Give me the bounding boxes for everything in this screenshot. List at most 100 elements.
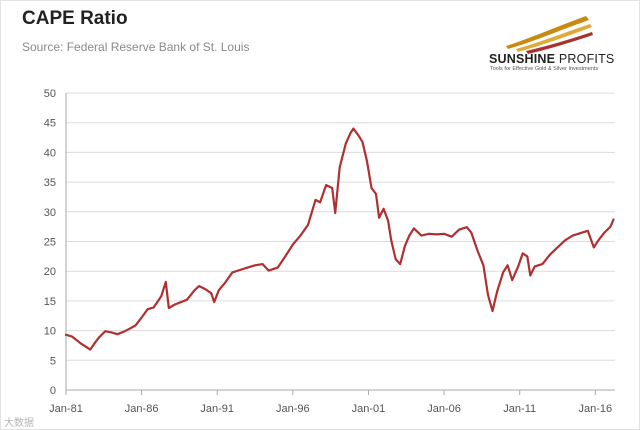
- data-point: [443, 232, 445, 235]
- data-point: [65, 333, 67, 336]
- y-tick-label: 0: [50, 385, 56, 397]
- y-tick-label: 45: [44, 118, 56, 130]
- data-point: [334, 212, 337, 214]
- data-point: [394, 258, 397, 261]
- data-point: [84, 345, 87, 348]
- y-tick-labels: 0 5 10 15 20 25 30 35 40 45 50: [44, 88, 56, 397]
- data-point: [254, 264, 256, 267]
- data-point: [167, 307, 170, 309]
- data-point: [390, 239, 393, 242]
- data-point: [549, 253, 551, 256]
- data-point: [597, 239, 600, 242]
- data-point: [122, 330, 125, 333]
- data-point: [325, 184, 327, 187]
- data-point: [140, 316, 143, 319]
- data-point: [517, 265, 520, 268]
- data-point: [292, 243, 294, 246]
- axes: [65, 93, 615, 395]
- x-tick-label: Jan-96: [276, 403, 310, 415]
- data-point: [586, 229, 589, 232]
- data-point: [529, 274, 532, 277]
- data-point: [152, 306, 155, 309]
- y-tick-label: 50: [44, 88, 56, 100]
- data-point: [352, 127, 355, 130]
- data-point: [487, 294, 489, 296]
- x-tick-label: Jan-16: [579, 403, 613, 415]
- sunshine-profits-logo-icon: [506, 16, 593, 54]
- data-point: [128, 327, 131, 330]
- data-point: [276, 266, 279, 269]
- data-point: [284, 255, 287, 258]
- data-point: [299, 234, 302, 237]
- data-point: [420, 234, 423, 237]
- data-point: [307, 224, 309, 226]
- data-point: [239, 269, 241, 271]
- data-point: [116, 333, 119, 336]
- data-point: [71, 335, 73, 338]
- x-tick-label: Jan-01: [352, 403, 386, 415]
- data-point: [164, 281, 167, 283]
- data-point: [413, 227, 415, 230]
- chart-title: CAPE Ratio: [22, 8, 128, 29]
- data-point: [375, 193, 377, 195]
- logo-tagline: Tools for Effective Gold & Silver Invest…: [490, 66, 599, 72]
- data-point: [338, 166, 341, 169]
- data-point: [476, 249, 479, 252]
- data-point: [370, 187, 373, 189]
- data-point: [511, 279, 514, 281]
- data-point: [496, 291, 498, 293]
- data-point: [331, 187, 334, 189]
- data-point: [75, 339, 78, 341]
- chart-source: Source: Federal Reserve Bank of St. Loui…: [22, 40, 250, 54]
- y-tick-label: 20: [44, 266, 56, 278]
- x-tick-label: Jan-81: [49, 403, 83, 415]
- data-point: [491, 310, 494, 312]
- data-point: [160, 295, 163, 297]
- data-point: [612, 218, 615, 221]
- series-layer: [64, 127, 615, 351]
- y-tick-label: 10: [44, 326, 56, 338]
- data-point: [246, 266, 249, 269]
- x-tick-label: Jan-11: [503, 403, 536, 415]
- data-point: [134, 324, 137, 327]
- data-point: [223, 282, 226, 284]
- data-point: [378, 216, 380, 219]
- data-point: [231, 271, 234, 274]
- data-point: [428, 232, 430, 235]
- data-point: [357, 133, 359, 136]
- data-point: [146, 308, 149, 311]
- y-tick-label: 35: [44, 177, 56, 189]
- data-point: [592, 246, 595, 249]
- data-point: [361, 140, 364, 143]
- data-point: [314, 199, 317, 201]
- data-point: [506, 264, 509, 267]
- data-point: [556, 246, 559, 249]
- x-tick-label: Jan-86: [125, 403, 159, 415]
- data-point: [349, 132, 352, 135]
- data-point: [98, 336, 101, 338]
- data-point: [344, 142, 347, 145]
- data-point: [80, 342, 82, 345]
- data-point: [267, 269, 270, 272]
- y-tick-label: 40: [44, 147, 56, 159]
- data-point: [435, 233, 438, 236]
- y-tick-label: 15: [44, 296, 56, 308]
- data-point: [603, 231, 606, 234]
- data-point: [502, 271, 504, 274]
- data-point: [110, 331, 113, 334]
- data-point: [470, 231, 473, 234]
- data-point: [450, 235, 453, 238]
- logo-name-bold: SUNSHINE: [489, 52, 556, 66]
- data-point: [319, 201, 321, 204]
- data-point: [403, 245, 406, 248]
- data-point: [482, 264, 485, 267]
- x-tick-label: Jan-06: [427, 403, 461, 415]
- data-point: [399, 263, 402, 265]
- logo-name-light: PROFITS: [558, 52, 615, 66]
- data-point: [261, 263, 264, 265]
- data-point: [366, 160, 368, 163]
- data-point: [387, 219, 389, 222]
- y-tick-label: 30: [44, 207, 56, 219]
- data-point: [210, 292, 213, 295]
